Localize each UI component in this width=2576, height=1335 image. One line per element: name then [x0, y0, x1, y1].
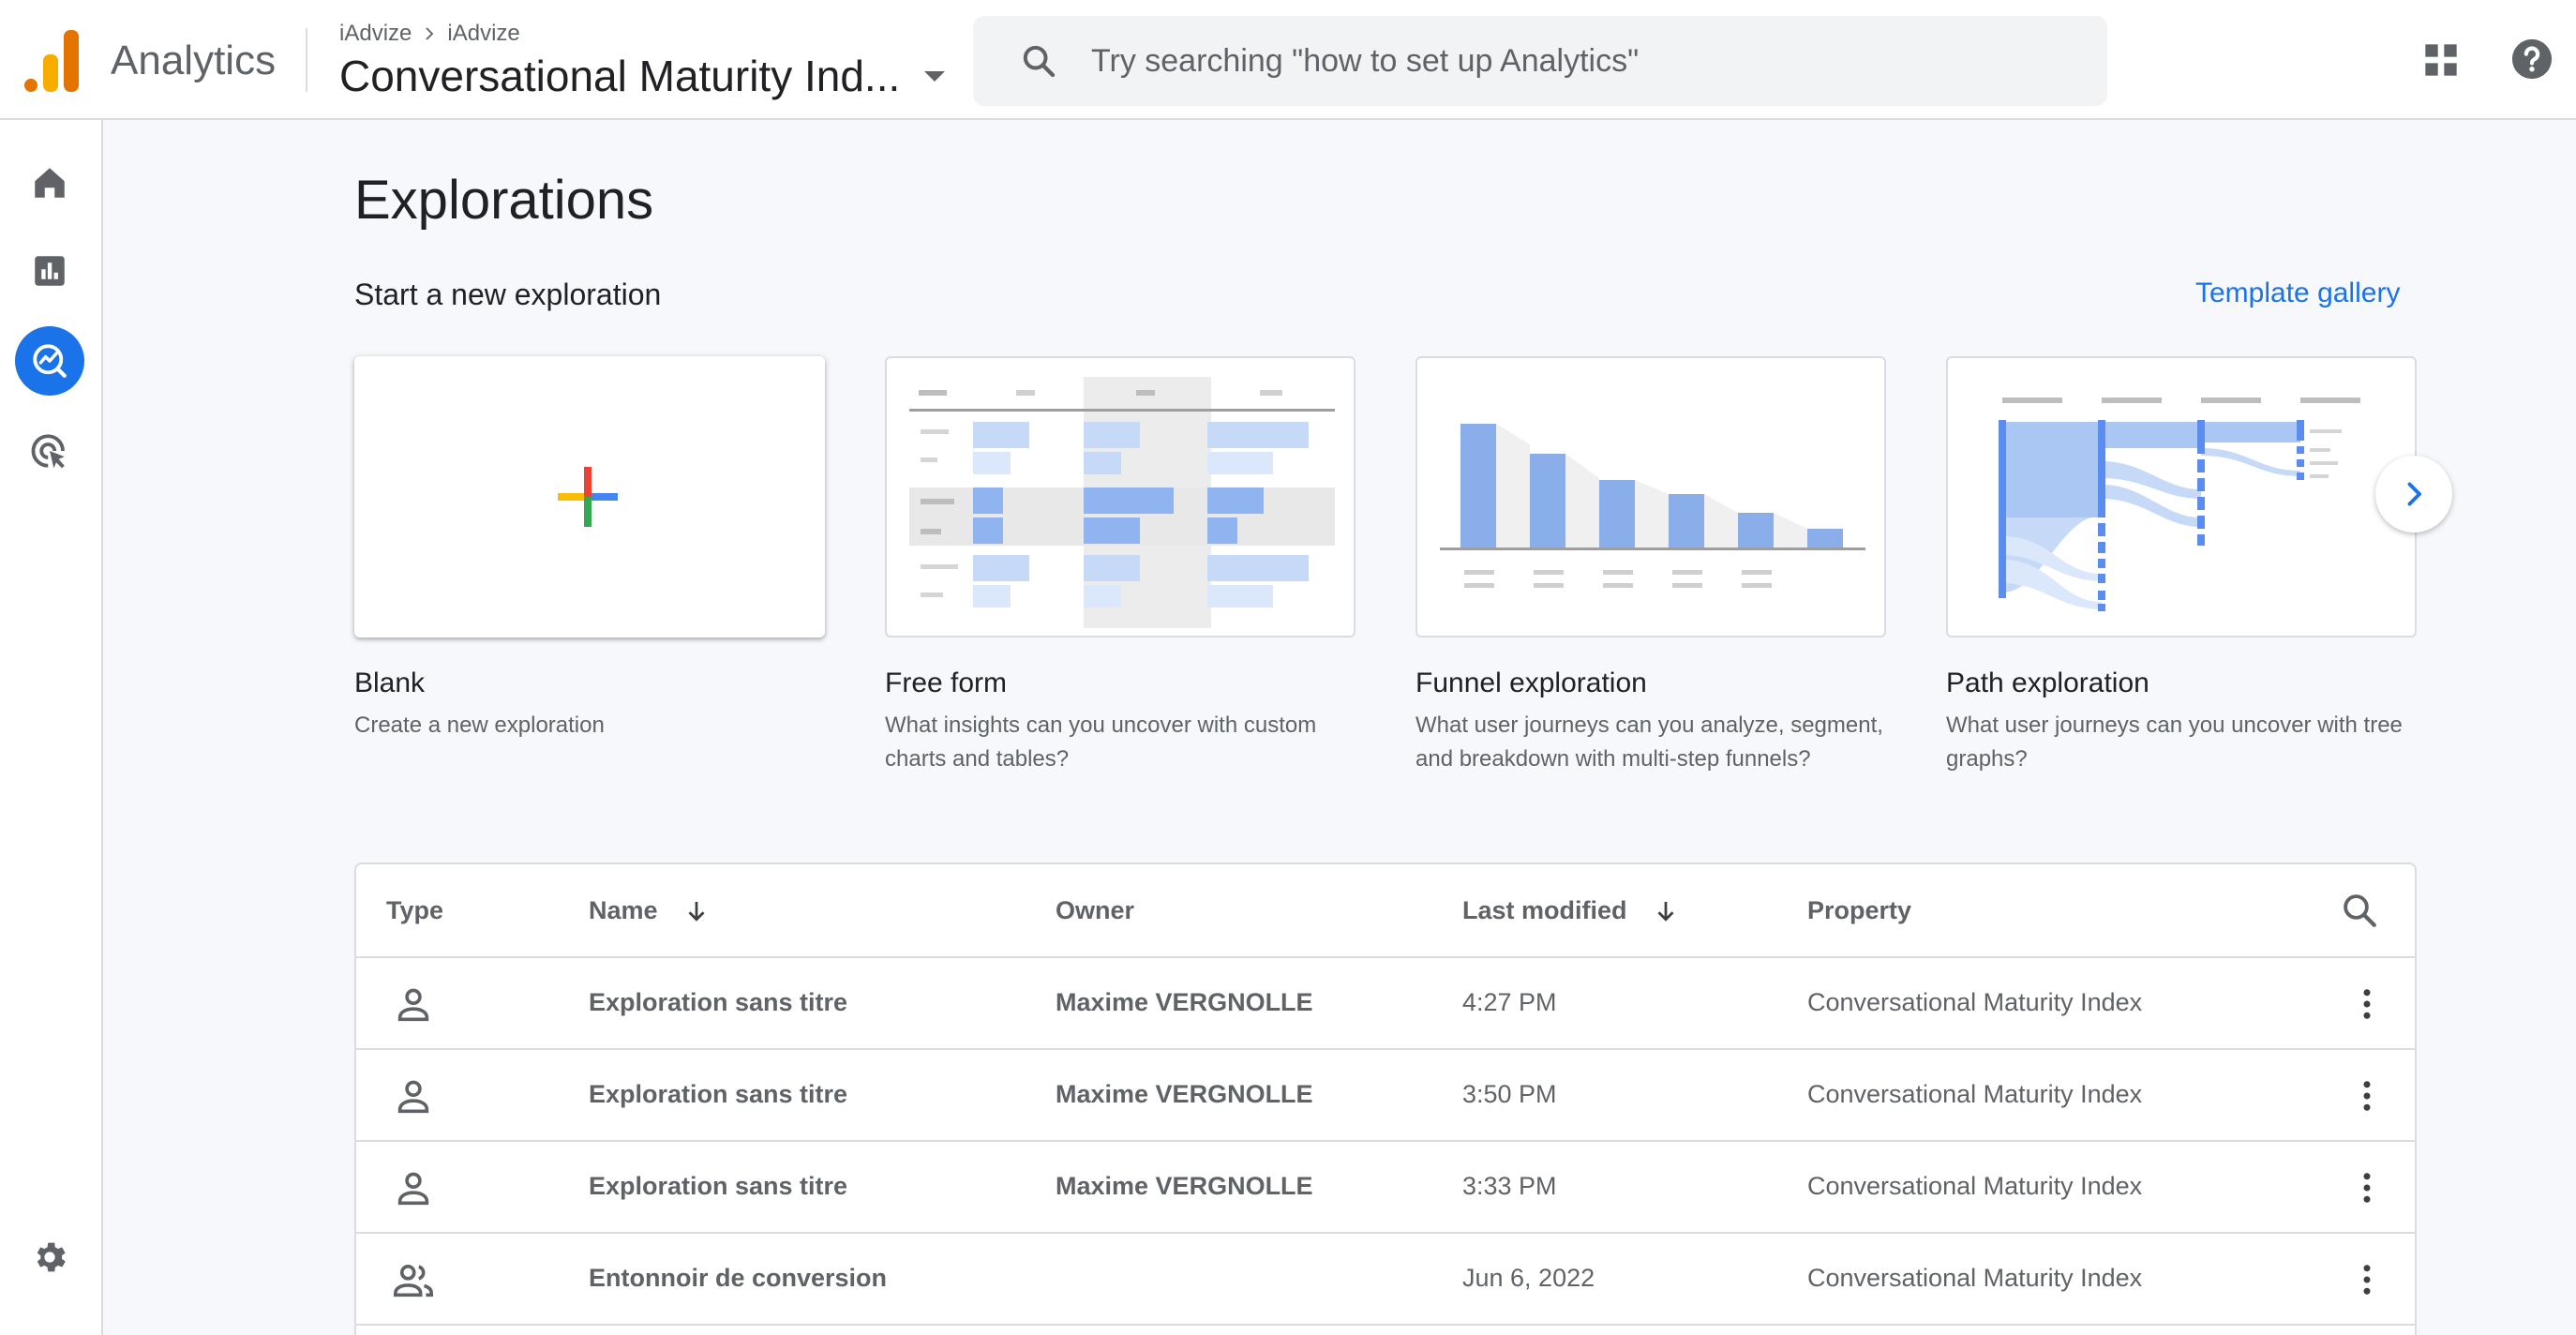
exploration-name[interactable]: Entonnoir de conversion — [589, 1264, 888, 1292]
search-icon[interactable] — [2340, 891, 2379, 930]
caret-down-icon — [924, 70, 946, 82]
free-form-card[interactable] — [885, 356, 1355, 638]
exploration-last-modified: 3:50 PM — [1462, 1080, 1557, 1108]
column-name[interactable]: Name — [589, 896, 711, 925]
app-name: Analytics — [111, 38, 277, 83]
path-exploration-card[interactable] — [1946, 356, 2417, 638]
exploration-owner: Maxime VERGNOLLE — [1056, 1172, 1313, 1200]
exploration-last-modified: Jun 6, 2022 — [1462, 1264, 1595, 1292]
property-selector[interactable]: Conversational Maturity Ind... — [339, 51, 946, 101]
settings-icon — [37, 1242, 66, 1272]
template-gallery-link[interactable]: Template gallery — [2195, 278, 2401, 308]
search-input[interactable] — [1091, 38, 2066, 83]
breadcrumb-property[interactable]: iAdvize — [447, 21, 520, 46]
table-row[interactable]: Exploration sans titre Maxime VERGNOLLE 3:… — [356, 1050, 2415, 1142]
home-icon — [35, 168, 65, 198]
exploration-last-modified: 4:27 PM — [1462, 988, 1557, 1016]
card-title-path: Path exploration — [1946, 668, 2149, 698]
nav-home[interactable] — [15, 148, 84, 218]
exploration-owner: Maxime VERGNOLLE — [1056, 1080, 1313, 1108]
exploration-property: Conversational Maturity Index — [1807, 988, 2143, 1016]
free-form-thumbnail — [909, 377, 1335, 628]
analytics-logo-icon[interactable] — [24, 30, 79, 92]
sort-arrow-down-icon — [1657, 901, 1673, 922]
nav-reports[interactable] — [15, 236, 84, 306]
header-divider — [306, 28, 307, 92]
person-icon — [392, 982, 435, 1026]
card-desc-free-form: What insights can you uncover with custo… — [885, 712, 1317, 772]
nav-explore[interactable] — [15, 326, 84, 396]
column-type[interactable]: Type — [386, 896, 444, 924]
exploration-property: Conversational Maturity Index — [1807, 1172, 2143, 1200]
page-title: Explorations — [354, 170, 654, 231]
chevron-right-icon — [426, 27, 434, 40]
blank-exploration-card[interactable] — [354, 356, 825, 638]
left-nav-rail — [0, 120, 103, 1335]
table-header: Type Name Owner Last modified Property — [356, 864, 2415, 958]
next-templates-button[interactable] — [2375, 456, 2452, 532]
breadcrumb-account[interactable]: iAdvize — [339, 21, 412, 46]
card-desc-funnel: What user journeys can you analyze, segm… — [1415, 712, 1883, 772]
table-row[interactable]: Entonnoir de conversion Jun 6, 2022 Conver… — [356, 1234, 2415, 1326]
new-exploration-heading: Start a new exploration — [354, 278, 662, 311]
exploration-property: Conversational Maturity Index — [1807, 1080, 2143, 1108]
funnel-exploration-card[interactable] — [1415, 356, 1886, 638]
more-vert-icon[interactable] — [2347, 1168, 2387, 1208]
chevron-right-icon — [2407, 482, 2421, 506]
exploration-last-modified: 3:33 PM — [1462, 1172, 1557, 1200]
column-last-modified[interactable]: Last modified — [1462, 896, 1680, 925]
table-row[interactable]: Exploration sans titre Maxime VERGNOLLE 4:… — [356, 958, 2415, 1050]
plus-icon — [558, 467, 618, 527]
reports-icon — [35, 256, 65, 286]
explorations-table: Type Name Owner Last modified Property E… — [354, 862, 2417, 1335]
exploration-property: Conversational Maturity Index — [1807, 1264, 2143, 1292]
path-thumbnail — [1999, 398, 2360, 611]
exploration-name[interactable]: Exploration sans titre — [589, 1080, 848, 1108]
sort-arrow-down-icon — [688, 901, 705, 922]
column-property[interactable]: Property — [1807, 896, 1912, 924]
more-vert-icon[interactable] — [2347, 984, 2387, 1024]
people-icon — [392, 1258, 435, 1301]
more-vert-icon[interactable] — [2347, 1260, 2387, 1299]
person-icon — [392, 1166, 435, 1209]
top-app-bar: Analytics iAdvize iAdvize Conversational… — [0, 0, 2576, 120]
nav-advertising[interactable] — [15, 416, 84, 486]
exploration-name[interactable]: Exploration sans titre — [589, 988, 848, 1016]
nav-admin[interactable] — [15, 1222, 84, 1292]
more-vert-icon[interactable] — [2347, 1076, 2387, 1116]
search-bar[interactable] — [973, 16, 2107, 106]
card-title-free-form: Free form — [885, 668, 1008, 698]
exploration-owner: Maxime VERGNOLLE — [1056, 988, 1313, 1016]
property-name: Conversational Maturity Ind... — [339, 52, 901, 100]
card-title-funnel: Funnel exploration — [1415, 668, 1647, 698]
breadcrumb[interactable]: iAdvize iAdvize — [339, 21, 520, 47]
help-icon[interactable] — [2510, 38, 2554, 81]
search-icon — [1023, 45, 1056, 78]
card-title-blank: Blank — [354, 668, 426, 698]
card-desc-blank: Create a new exploration — [354, 712, 605, 738]
advertising-icon — [31, 434, 65, 469]
exploration-name[interactable]: Exploration sans titre — [589, 1172, 848, 1200]
column-owner[interactable]: Owner — [1056, 896, 1135, 924]
funnel-thumbnail — [1440, 424, 1865, 588]
card-desc-path: What user journeys can you uncover with … — [1946, 712, 2403, 772]
explore-icon — [33, 344, 67, 378]
person-icon — [392, 1074, 435, 1118]
apps-grid-icon[interactable] — [2422, 41, 2460, 79]
table-row[interactable]: Exploration sans titre Maxime VERGNOLLE 3:… — [356, 1142, 2415, 1234]
